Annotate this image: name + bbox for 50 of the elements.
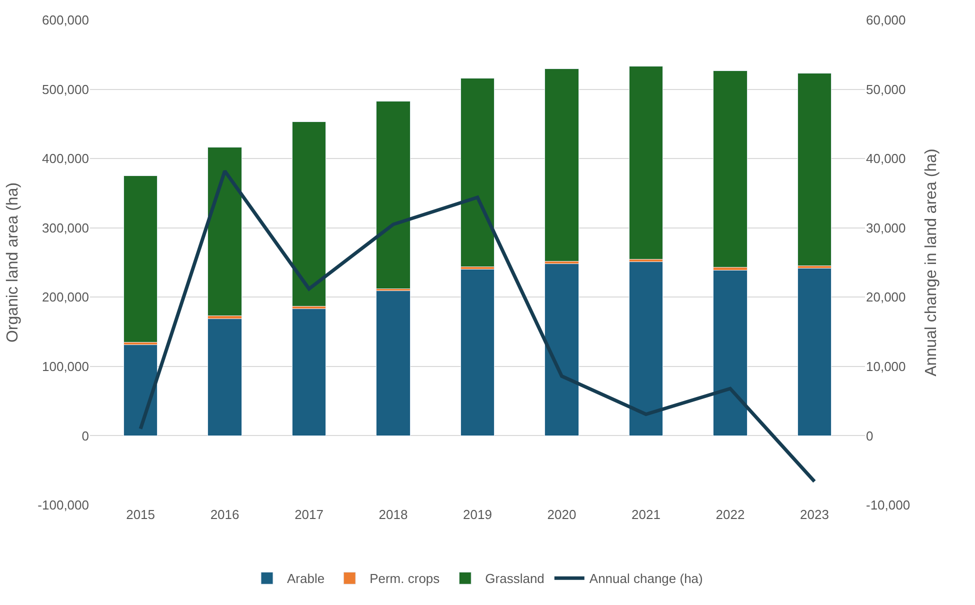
x-tick-label: 2020: [547, 507, 576, 522]
x-tick-label: 2017: [294, 507, 324, 522]
bar: [713, 70, 748, 268]
bar: [123, 344, 158, 436]
bar: [292, 122, 326, 306]
x-tick-label: 2018: [378, 507, 408, 522]
legend-label: Grassland: [485, 571, 544, 586]
x-tick-label: 2021: [632, 507, 660, 522]
y2-tick-label: 40,000: [866, 151, 906, 166]
y2-tick-label: -10,000: [866, 498, 910, 513]
x-tick-label: 2016: [210, 507, 240, 522]
y-tick-label: 500,000: [42, 82, 89, 97]
x-tick-label: 2022: [716, 507, 745, 522]
x-tick-label: 2023: [800, 507, 829, 522]
y2-tick-label: 50,000: [866, 82, 906, 97]
legend-label: Perm. crops: [370, 571, 440, 586]
y-tick-label: 600,000: [42, 12, 89, 28]
y-tick-label: -100,000: [38, 498, 89, 513]
line-series: [138, 169, 816, 484]
bar: [208, 318, 242, 436]
x-tick-label: 2015: [126, 507, 155, 522]
bar: [713, 270, 748, 436]
y2-tick-label: 60,000: [866, 12, 906, 28]
y2-tick-label: 10,000: [866, 358, 906, 374]
bar: [208, 147, 242, 316]
bar: [797, 268, 832, 436]
bar: [292, 308, 326, 436]
x-tick-label: 2019: [463, 507, 492, 522]
y-axis-title: Organic land area (ha): [4, 182, 22, 343]
y2-axis-title: Annual change in land area (ha): [922, 148, 940, 376]
legend-label: Arable: [287, 571, 325, 586]
bar: [460, 78, 495, 267]
bar: [797, 73, 832, 266]
y2-tick-label: 0: [866, 428, 874, 444]
bar: [628, 262, 664, 436]
y-tick-label: 200,000: [42, 290, 89, 305]
bar: [544, 264, 579, 436]
bar: [544, 68, 579, 262]
bar: [460, 269, 495, 436]
y-tick-label: 0: [82, 428, 89, 444]
y2-tick-label: 20,000: [866, 290, 906, 305]
bar: [628, 66, 664, 260]
bar: [123, 176, 158, 342]
bar: [376, 100, 410, 290]
y-tick-label: 100,000: [42, 358, 89, 374]
y2-tick-label: 30,000: [866, 220, 906, 236]
y-tick-label: 300,000: [42, 220, 89, 236]
y-tick-label: 400,000: [42, 151, 89, 166]
bar: [376, 290, 410, 436]
legend-label: Annual change (ha): [589, 571, 703, 586]
